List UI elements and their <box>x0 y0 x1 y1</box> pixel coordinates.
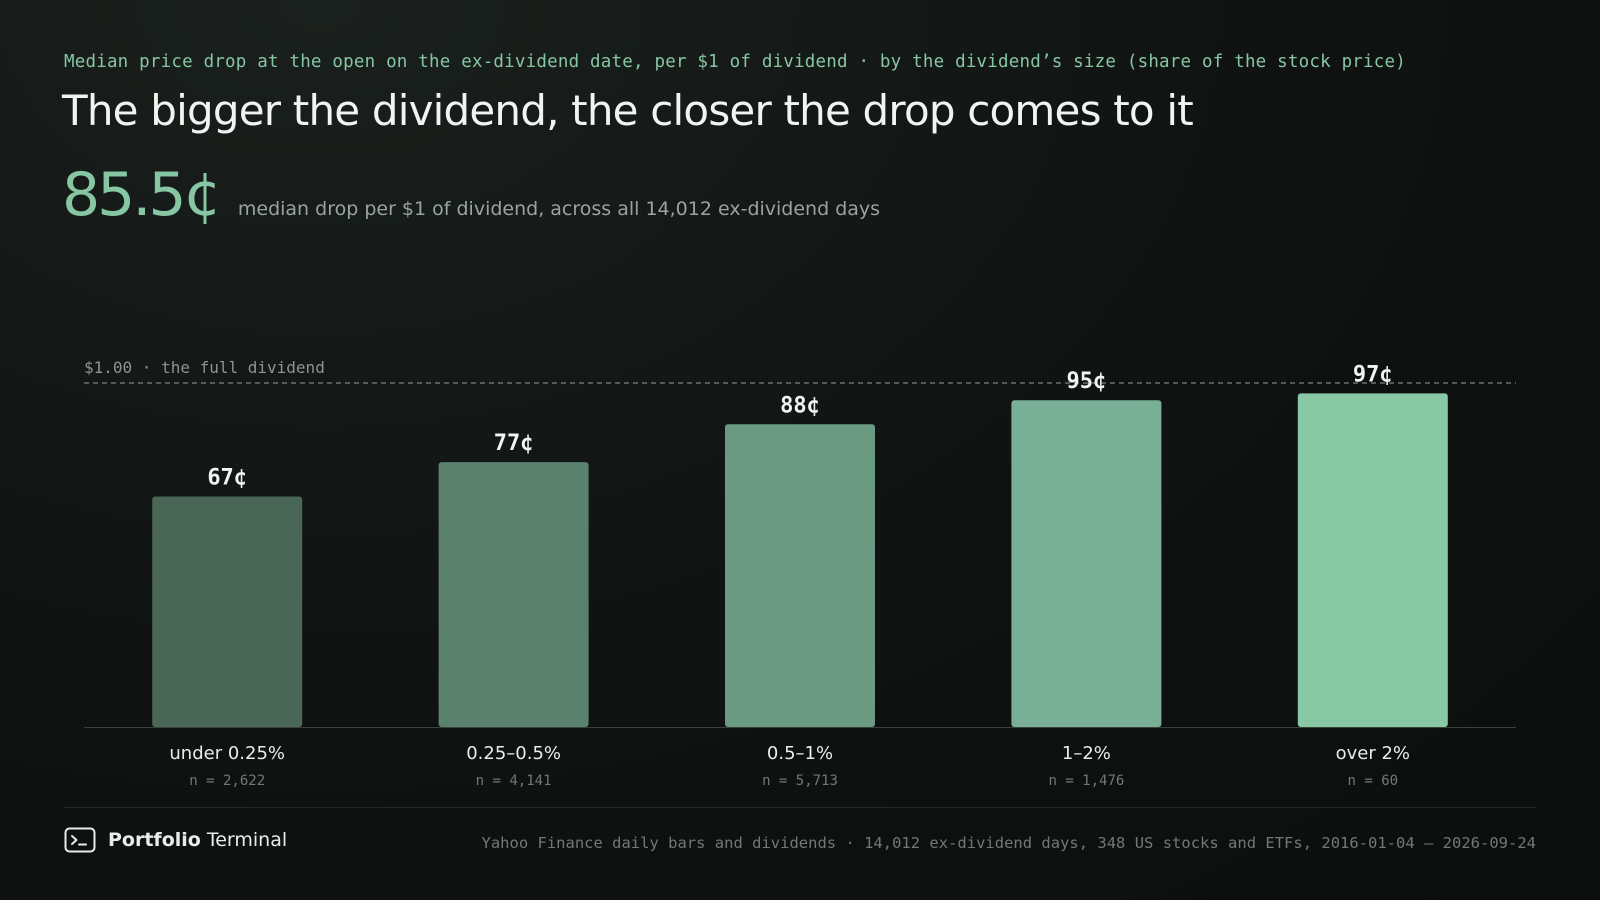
data-label: 67¢ <box>207 466 247 491</box>
chart-title: The bigger the dividend, the closer the … <box>62 86 1194 135</box>
bar <box>1297 393 1448 727</box>
headline-stat: 85.5¢ median drop per $1 of dividend, ac… <box>62 160 880 230</box>
category-label: over 2% <box>1336 743 1410 764</box>
count-label: n = 5,713 <box>762 773 838 789</box>
bar <box>1011 400 1162 727</box>
bar <box>152 496 303 727</box>
headline-stat-value: 85.5¢ <box>62 160 222 230</box>
count-label: n = 1,476 <box>1048 773 1124 789</box>
data-label: 77¢ <box>494 431 534 456</box>
category-label: under 0.25% <box>169 743 285 764</box>
data-label: 95¢ <box>1067 369 1107 394</box>
brand-name-light: Terminal <box>206 829 288 851</box>
headline-stat-note: median drop per $1 of dividend, across a… <box>237 198 881 220</box>
reference-line-label: $1.00 · the full dividend <box>84 358 325 377</box>
bar <box>725 424 875 727</box>
category-label: 1–2% <box>1062 743 1111 764</box>
brand-name-strong: Portfolio <box>108 829 201 851</box>
chart-kicker: Median price drop at the open on the ex-… <box>64 52 1406 72</box>
terminal-icon <box>64 827 96 853</box>
count-label: n = 2,622 <box>189 773 265 789</box>
count-label: n = 60 <box>1348 773 1399 789</box>
bar <box>438 462 589 727</box>
footer-divider <box>64 807 1536 808</box>
brand-logo: Portfolio Terminal <box>64 827 287 853</box>
count-label: n = 4,141 <box>476 773 552 789</box>
data-label: 88¢ <box>780 393 820 418</box>
category-label: 0.25–0.5% <box>466 743 561 764</box>
category-label: 0.5–1% <box>767 743 833 764</box>
source-note: Yahoo Finance daily bars and dividends ·… <box>481 834 1537 852</box>
data-label: 97¢ <box>1353 362 1393 387</box>
